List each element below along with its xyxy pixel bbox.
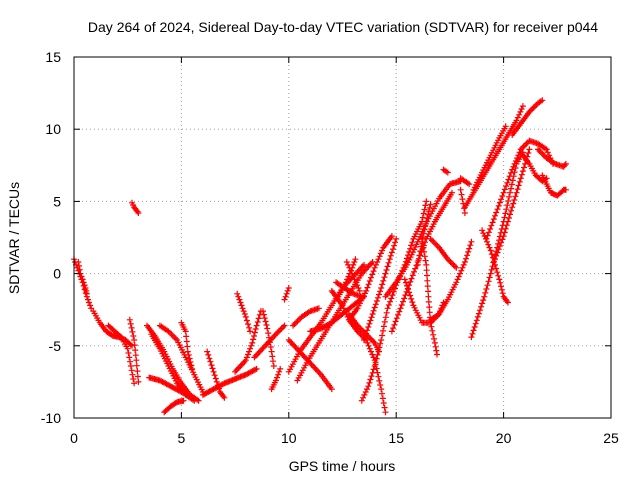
data-point-markers bbox=[260, 308, 277, 369]
data-point-markers bbox=[535, 146, 569, 170]
data-trace bbox=[457, 175, 473, 188]
data-point-markers bbox=[126, 316, 142, 385]
axis-ticks: 0 5 10 15 20 25 -10 -5 0 5 10 15 bbox=[41, 49, 619, 446]
data-trace bbox=[343, 259, 363, 294]
data-trace bbox=[427, 238, 475, 323]
data-trace bbox=[361, 235, 400, 343]
data-trace bbox=[333, 279, 365, 300]
data-trace bbox=[75, 259, 90, 297]
y-tick-label: -10 bbox=[41, 410, 61, 426]
data-trace bbox=[260, 308, 277, 369]
data-point-markers bbox=[290, 305, 322, 329]
data-trace bbox=[440, 166, 451, 176]
data-point-markers bbox=[199, 365, 260, 398]
data-point-markers bbox=[461, 103, 526, 211]
data-point-markers bbox=[146, 374, 196, 401]
data-trace bbox=[178, 319, 196, 372]
data-point-markers bbox=[427, 238, 475, 323]
data-trace bbox=[358, 198, 430, 404]
data-point-markers bbox=[333, 279, 365, 300]
data-trace bbox=[427, 235, 460, 271]
y-tick-label: 10 bbox=[45, 121, 61, 137]
data-point-markers bbox=[204, 348, 228, 401]
data-point-markers bbox=[509, 97, 546, 138]
data-point-markers bbox=[539, 172, 569, 199]
y-tick-label: 0 bbox=[53, 266, 61, 282]
data-point-markers bbox=[75, 259, 90, 297]
data-trace bbox=[126, 316, 142, 385]
data-point-markers bbox=[281, 285, 292, 303]
data-point-markers bbox=[358, 198, 430, 404]
chart-title: Day 264 of 2024, Sidereal Day-to-day VTE… bbox=[88, 19, 598, 35]
data-trace bbox=[234, 290, 254, 335]
data-trace bbox=[146, 374, 196, 401]
data-point-markers bbox=[427, 235, 460, 271]
data-point-markers bbox=[345, 233, 395, 323]
data-point-markers bbox=[470, 123, 509, 193]
data-point-markers bbox=[419, 235, 440, 358]
y-axis-label: SDTVAR / TECUs bbox=[6, 182, 22, 294]
y-tick-label: 5 bbox=[53, 193, 61, 209]
data-point-markers bbox=[234, 290, 254, 335]
x-axis-label: GPS time / hours bbox=[289, 458, 396, 474]
data-point-markers bbox=[129, 199, 142, 216]
data-point-markers bbox=[388, 189, 455, 335]
data-points bbox=[71, 97, 569, 416]
x-tick-label: 15 bbox=[388, 430, 404, 446]
data-point-markers bbox=[161, 397, 187, 416]
data-point-markers bbox=[232, 308, 264, 375]
data-trace bbox=[509, 97, 546, 138]
data-point-markers bbox=[268, 365, 284, 393]
data-point-markers bbox=[105, 322, 138, 387]
data-trace bbox=[129, 199, 142, 216]
x-tick-label: 0 bbox=[70, 430, 78, 446]
data-trace bbox=[539, 172, 569, 199]
data-trace bbox=[535, 146, 569, 170]
data-point-markers bbox=[457, 175, 473, 188]
data-trace bbox=[345, 233, 395, 323]
x-tick-label: 20 bbox=[496, 430, 512, 446]
x-tick-label: 5 bbox=[178, 430, 186, 446]
y-tick-label: 15 bbox=[45, 49, 61, 65]
data-trace bbox=[204, 348, 228, 401]
data-point-markers bbox=[361, 235, 400, 343]
y-tick-label: -5 bbox=[49, 338, 62, 354]
data-trace bbox=[268, 365, 284, 393]
data-trace bbox=[461, 103, 526, 211]
data-trace bbox=[105, 322, 138, 387]
x-tick-label: 10 bbox=[281, 430, 297, 446]
data-point-markers bbox=[178, 319, 196, 372]
data-trace bbox=[419, 235, 440, 358]
data-trace bbox=[290, 305, 322, 329]
data-trace bbox=[161, 397, 187, 416]
plot-frame bbox=[73, 56, 612, 419]
data-trace bbox=[232, 308, 264, 375]
data-trace bbox=[281, 285, 292, 303]
data-trace bbox=[470, 123, 509, 193]
data-trace bbox=[388, 189, 455, 335]
x-tick-label: 25 bbox=[603, 430, 619, 446]
data-point-markers bbox=[343, 259, 363, 294]
data-point-markers bbox=[440, 166, 451, 176]
data-trace bbox=[457, 186, 468, 216]
data-point-markers bbox=[457, 186, 468, 216]
data-trace bbox=[199, 365, 260, 398]
